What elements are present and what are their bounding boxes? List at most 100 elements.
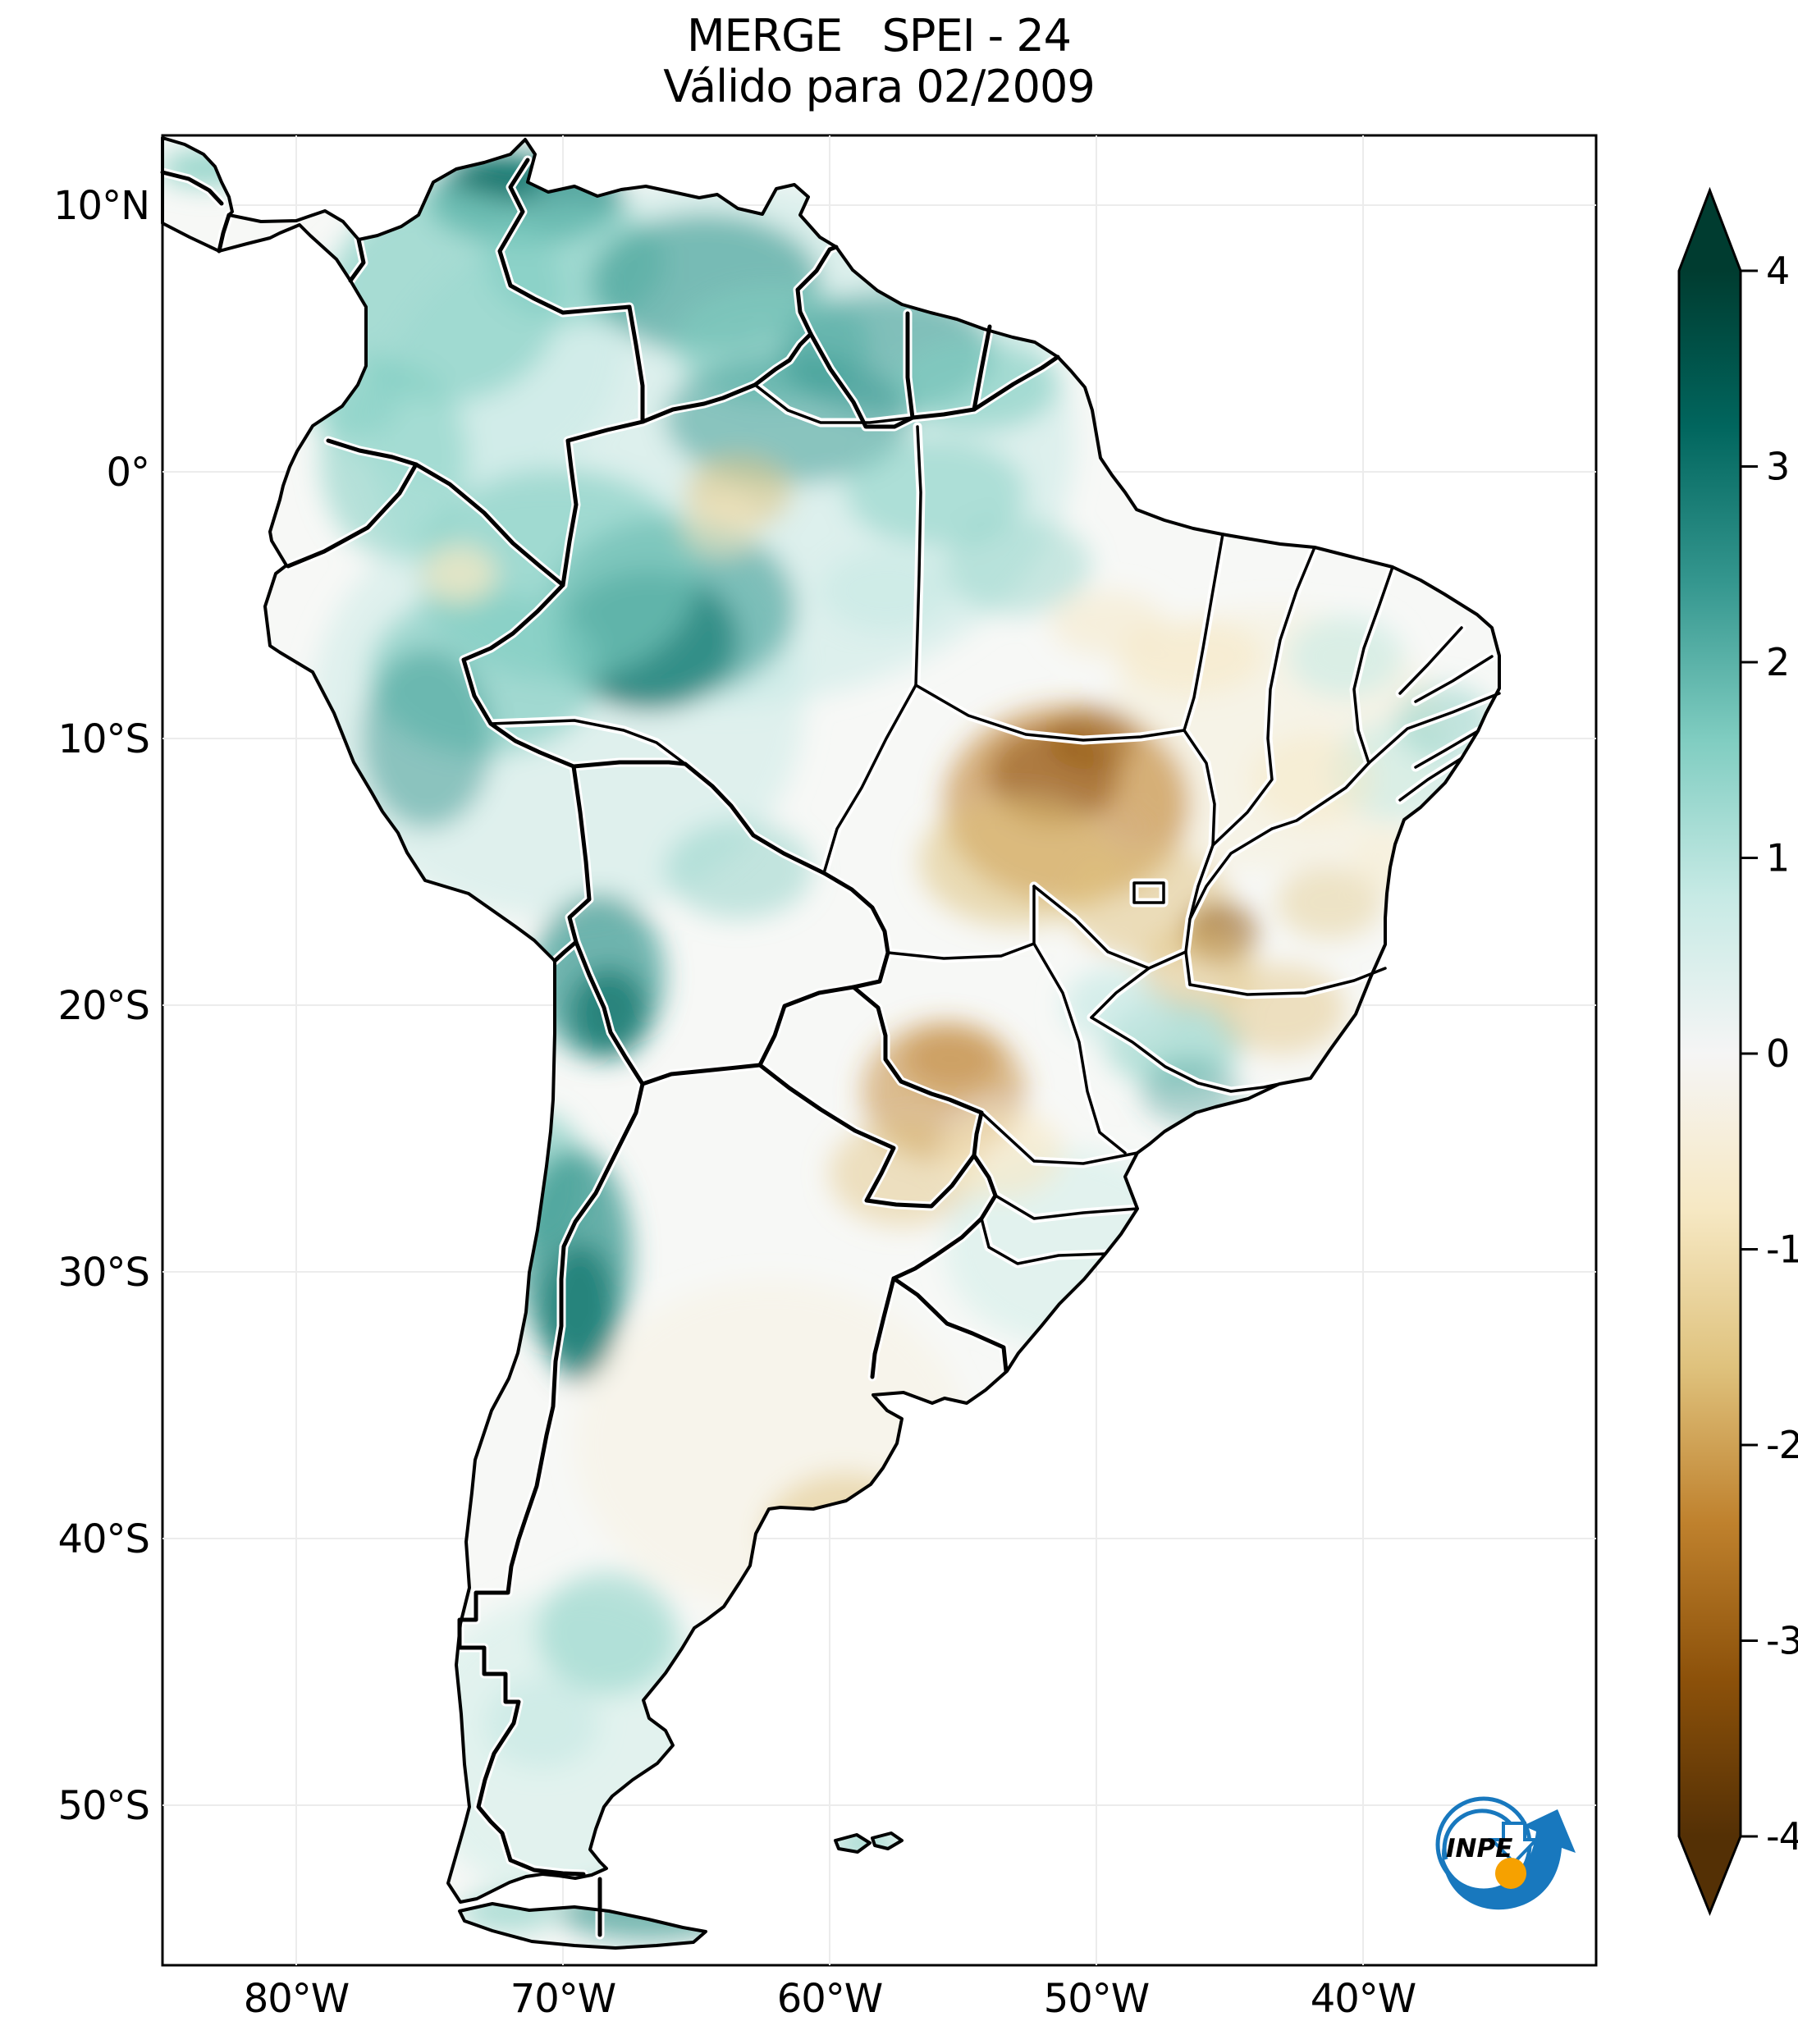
state-border bbox=[980, 1217, 1107, 1265]
spei-field-blob bbox=[681, 498, 760, 557]
lon-tick-label: 40°W bbox=[1311, 1976, 1416, 2022]
lon-tick-label: 70°W bbox=[510, 1976, 616, 2022]
colorbar-tick-label: 3 bbox=[1766, 445, 1789, 489]
state-border bbox=[1352, 565, 1394, 765]
colorbar: 4 3 2 1 0 -1 -2 -3 -4 bbox=[1677, 186, 1798, 1917]
spei-field-blob bbox=[1276, 866, 1383, 940]
colorbar-tick-label: -1 bbox=[1766, 1228, 1798, 1272]
country-border bbox=[574, 940, 645, 1086]
lat-tick-label: 50°S bbox=[57, 1783, 149, 1829]
lat-tick-label: 10°S bbox=[57, 716, 149, 762]
state-border bbox=[489, 719, 687, 766]
spei-field-blob bbox=[821, 550, 952, 632]
country-border bbox=[497, 158, 645, 424]
colorbar-ticks: 4 3 2 1 0 -1 -2 -3 -4 bbox=[1741, 249, 1798, 1859]
colorbar-tick-label: 0 bbox=[1766, 1031, 1789, 1076]
state-border bbox=[1183, 533, 1224, 732]
longitude-axis: 80°W 70°W 60°W 50°W 40°W bbox=[244, 1976, 1417, 2022]
state-border bbox=[1398, 626, 1463, 695]
state-border bbox=[1090, 1016, 1281, 1093]
state-border bbox=[1270, 761, 1370, 830]
lon-tick-label: 60°W bbox=[777, 1976, 883, 2022]
lon-tick-label: 80°W bbox=[244, 1976, 350, 2022]
spei-field-blob bbox=[423, 546, 496, 603]
state-border bbox=[1367, 692, 1501, 765]
country-border bbox=[870, 1276, 896, 1379]
country-border bbox=[905, 311, 915, 420]
state-border bbox=[1414, 655, 1494, 703]
country-border bbox=[972, 354, 1060, 412]
spei-field-blob bbox=[944, 517, 1091, 615]
country-border bbox=[795, 245, 839, 336]
state-border bbox=[980, 1111, 1139, 1165]
state-border bbox=[994, 1194, 1139, 1220]
spei-field-blob bbox=[1063, 968, 1169, 1042]
country-border bbox=[851, 985, 984, 1158]
country-border bbox=[808, 332, 915, 429]
lat-tick-label: 30°S bbox=[57, 1250, 149, 1296]
spei-field-blob bbox=[1215, 964, 1346, 1054]
colorbar-arrow-top bbox=[1679, 190, 1741, 271]
state-border bbox=[1132, 881, 1165, 904]
state-border bbox=[822, 684, 917, 875]
spei-field-blob bbox=[919, 796, 1116, 927]
state-border bbox=[914, 425, 922, 687]
spei-field-blob bbox=[903, 1026, 1001, 1091]
country-border bbox=[560, 419, 645, 588]
colorbar-tick-label: -4 bbox=[1766, 1814, 1798, 1859]
country-border bbox=[891, 1153, 998, 1281]
state-border bbox=[1211, 546, 1316, 847]
state-border bbox=[753, 383, 914, 424]
spei-field-blob bbox=[940, 1108, 1063, 1198]
lat-tick-label: 20°S bbox=[57, 983, 149, 1029]
spei-field-blob bbox=[1251, 734, 1375, 825]
state-border bbox=[1183, 729, 1216, 921]
colorbar-tick-label: -2 bbox=[1766, 1423, 1798, 1467]
map-title: MERGE SPEI - 24 bbox=[687, 10, 1071, 62]
country-border bbox=[757, 1063, 977, 1209]
state-border bbox=[914, 684, 1186, 742]
colorbar-tick-label: 1 bbox=[1766, 836, 1789, 880]
lat-tick-label: 0° bbox=[106, 450, 149, 496]
state-border bbox=[1188, 967, 1387, 996]
country-border bbox=[217, 213, 231, 254]
country-border bbox=[640, 1063, 762, 1086]
spei-field-blob bbox=[665, 353, 911, 484]
inpe-orange-dot-icon bbox=[1495, 1858, 1526, 1889]
map-subtitle: Válido para 02/2009 bbox=[663, 61, 1094, 112]
country-border bbox=[891, 1276, 1009, 1374]
spei-field-blob bbox=[665, 821, 812, 919]
state-border bbox=[1398, 757, 1463, 802]
spei-field-blob bbox=[361, 648, 492, 829]
state-border bbox=[1032, 942, 1127, 1155]
lat-tick-label: 40°S bbox=[57, 1516, 149, 1562]
country-border bbox=[461, 583, 576, 769]
country-border bbox=[326, 438, 419, 467]
country-border bbox=[348, 237, 366, 283]
spei-field-blob bbox=[845, 439, 1026, 546]
state-border bbox=[886, 885, 1036, 960]
state-border bbox=[1184, 827, 1274, 986]
country-border bbox=[414, 462, 565, 588]
country-border bbox=[160, 170, 224, 206]
colorbar-tick-label: 4 bbox=[1766, 249, 1789, 293]
spei-field-blob bbox=[538, 1571, 677, 1694]
inpe-logo-text: INPE bbox=[1446, 1834, 1512, 1863]
lon-tick-label: 50°W bbox=[1044, 1976, 1150, 2022]
country-border bbox=[552, 940, 579, 963]
country-border bbox=[567, 764, 592, 944]
spei-field-blob bbox=[1050, 591, 1165, 656]
lat-tick-label: 10°N bbox=[53, 183, 149, 229]
state-borders bbox=[489, 383, 1501, 1265]
country-border bbox=[972, 324, 992, 412]
state-border bbox=[1032, 885, 1151, 970]
country-border bbox=[757, 985, 856, 1068]
colorbar-arrow-bottom bbox=[1679, 1836, 1741, 1913]
colorbar-tick-label: -3 bbox=[1766, 1619, 1798, 1663]
country-border bbox=[286, 462, 419, 569]
colorbar-gradient bbox=[1679, 271, 1741, 1836]
country-border bbox=[910, 407, 977, 420]
spei-field-blob bbox=[1288, 615, 1403, 697]
